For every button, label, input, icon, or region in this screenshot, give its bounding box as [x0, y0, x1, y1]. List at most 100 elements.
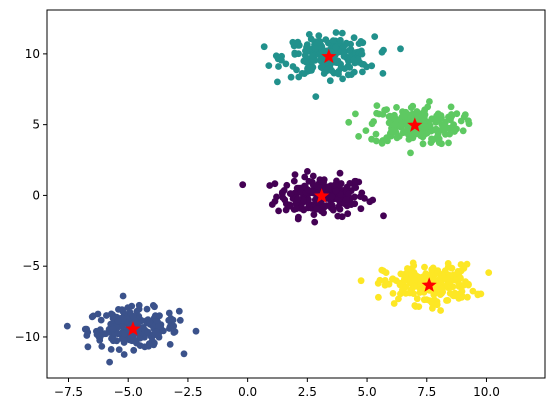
data-point	[465, 117, 472, 125]
data-point	[305, 31, 313, 38]
data-point	[411, 276, 419, 284]
cluster-4	[357, 259, 493, 314]
data-point	[393, 104, 400, 111]
data-point	[402, 270, 409, 278]
data-point	[305, 196, 312, 204]
data-point	[397, 45, 404, 53]
data-point	[389, 290, 397, 297]
data-point	[290, 177, 298, 185]
data-point	[421, 111, 429, 119]
data-point	[446, 272, 454, 280]
data-point	[326, 77, 334, 85]
data-point	[315, 32, 323, 40]
data-point	[176, 316, 184, 324]
data-point	[420, 296, 428, 304]
data-point	[239, 181, 247, 189]
plot-frame	[46, 9, 546, 379]
data-point	[426, 122, 434, 130]
data-point	[114, 317, 122, 325]
centroid-layer	[125, 48, 437, 336]
cluster-1	[63, 292, 200, 366]
data-point	[433, 301, 441, 309]
data-point	[406, 265, 414, 273]
data-point	[175, 307, 183, 315]
data-point	[447, 103, 455, 111]
x-tick-label: 7.5	[417, 385, 436, 399]
data-point	[355, 40, 363, 47]
data-point	[460, 282, 467, 289]
data-point	[115, 346, 123, 353]
data-point	[291, 171, 299, 179]
data-point	[385, 119, 393, 127]
data-point	[432, 125, 440, 133]
data-point	[442, 130, 449, 138]
data-point	[120, 351, 128, 358]
data-point	[368, 135, 375, 143]
data-point	[312, 45, 319, 53]
data-point	[438, 114, 445, 122]
data-point	[136, 334, 144, 342]
data-point	[406, 289, 414, 297]
data-point	[371, 33, 379, 40]
data-point	[98, 343, 106, 350]
data-point	[413, 295, 421, 303]
data-point	[373, 102, 381, 109]
data-point	[152, 328, 160, 336]
data-point	[293, 66, 300, 74]
y-axis: −10 −5 0 5 10	[15, 47, 47, 344]
x-tick-label: −7.5	[54, 385, 83, 399]
data-point	[428, 299, 436, 307]
data-point	[146, 318, 153, 326]
data-point	[192, 327, 200, 335]
data-point	[278, 56, 285, 64]
data-point	[118, 323, 126, 331]
data-point	[417, 280, 424, 287]
data-point	[448, 111, 455, 118]
y-tick-label: 0	[32, 188, 40, 202]
data-point	[351, 177, 359, 185]
data-point	[453, 110, 461, 118]
data-point	[417, 274, 425, 282]
data-point	[347, 201, 355, 209]
centroid-star-3	[407, 117, 423, 132]
data-point	[345, 190, 352, 198]
data-point	[357, 277, 365, 285]
data-point	[311, 218, 319, 226]
data-point	[300, 57, 308, 65]
data-point	[435, 276, 443, 283]
data-point	[382, 269, 390, 276]
x-tick-label: 2.5	[298, 385, 317, 399]
data-point	[474, 291, 482, 299]
data-point	[328, 67, 336, 75]
data-point	[303, 43, 310, 51]
data-point	[332, 43, 340, 51]
data-point	[294, 215, 302, 223]
data-point	[383, 135, 391, 143]
data-point	[150, 341, 158, 349]
data-point	[402, 283, 410, 291]
x-tick-label: 0.0	[238, 385, 257, 399]
data-point	[415, 130, 423, 138]
data-point	[433, 286, 440, 294]
data-point	[443, 297, 450, 304]
data-point	[132, 317, 140, 325]
data-point	[420, 120, 428, 128]
data-point	[274, 78, 281, 86]
x-tick-label: −5.0	[114, 385, 143, 399]
data-point	[445, 139, 452, 147]
data-point	[271, 180, 279, 188]
data-point	[344, 71, 352, 79]
data-point	[304, 65, 311, 72]
data-point	[114, 330, 122, 338]
data-point	[135, 305, 143, 313]
data-point	[328, 193, 336, 201]
data-point	[266, 182, 274, 189]
data-point	[400, 113, 408, 120]
data-point	[435, 139, 443, 147]
data-point	[292, 205, 300, 213]
data-point	[397, 270, 405, 278]
cluster-2	[260, 29, 404, 100]
data-point	[362, 127, 370, 134]
centroid-star-2	[321, 48, 337, 64]
data-point	[309, 52, 316, 60]
